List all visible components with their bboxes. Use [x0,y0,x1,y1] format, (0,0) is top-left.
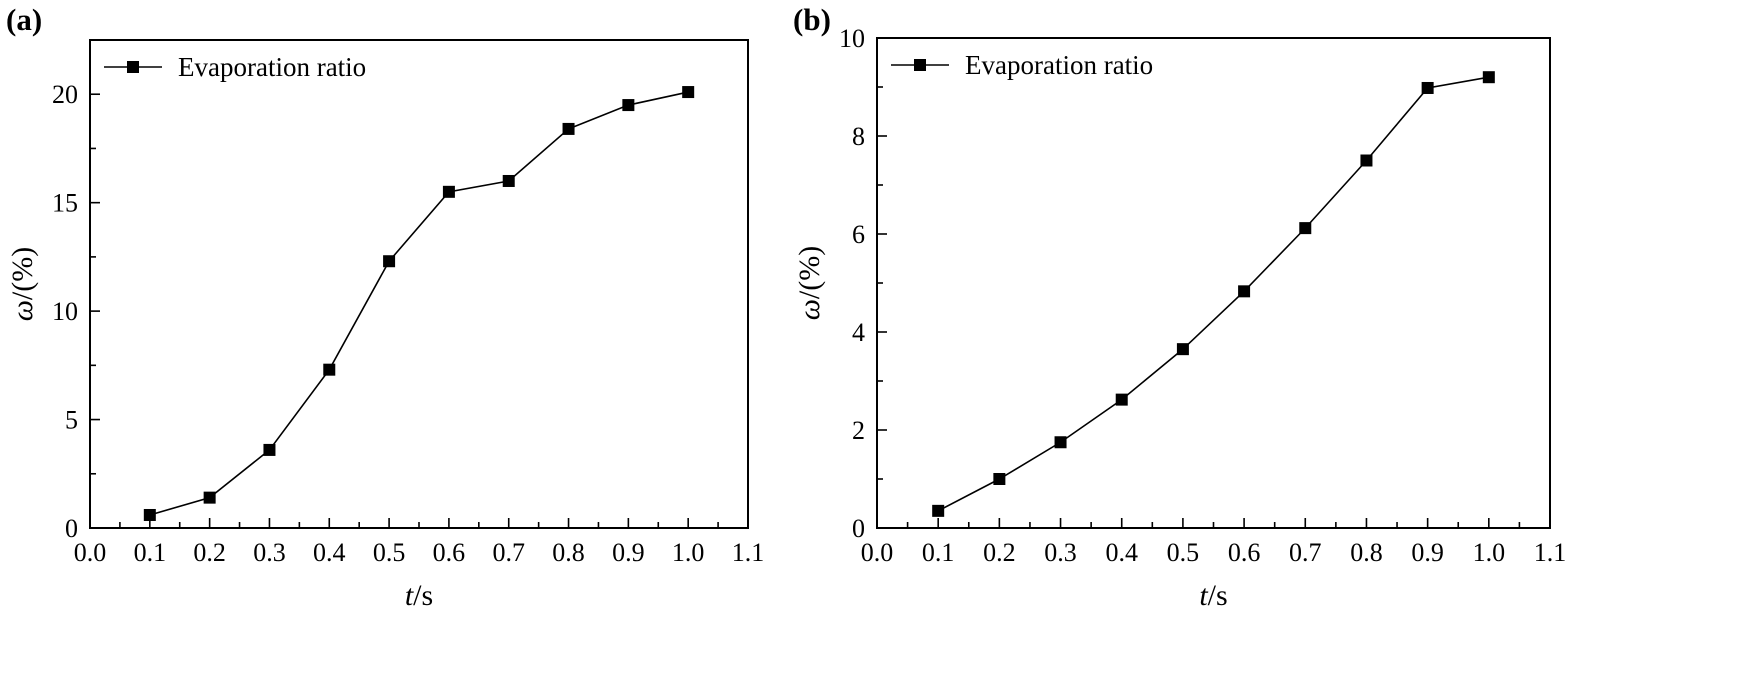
series-line [937,76,1489,512]
data-point-marker [143,508,156,521]
y-tick-label: 0 [852,514,865,543]
x-tick-label: 0.9 [1411,538,1444,567]
y-tick-label: 10 [52,297,78,326]
data-point-marker [1482,71,1495,84]
legend-label: Evaporation ratio [965,50,1153,80]
data-point-marker [1238,285,1251,298]
x-tick-label: 0.5 [1167,538,1200,567]
x-tick-label: 0.1 [134,538,167,567]
x-tick-label: 1.0 [1473,538,1506,567]
x-tick-label: 0.5 [373,538,406,567]
x-tick-label: 0.9 [612,538,645,567]
data-point-marker [622,99,635,112]
data-point-marker [1360,154,1373,167]
x-tick-label: 1.1 [732,538,765,567]
x-axis-title: t/s [1199,579,1227,612]
x-axis-title: t/s [405,579,433,612]
data-point-marker [1421,81,1434,94]
x-tick-label: 0.0 [74,538,107,567]
chart-b: 0.0 0.1 0.2 0.3 0.4 0.5 0.6 0.7 0.8 0.9 1.0 1.1 0 2 4 6… [793,2,1566,612]
x-tick-label: 1.1 [1534,538,1567,567]
data-point-marker [383,255,396,268]
data-point-marker [1299,222,1312,235]
series-line [149,91,689,516]
data-point-marker [1054,436,1067,449]
x-tick-label: 1.0 [672,538,705,567]
y-tick-label: 5 [65,406,78,435]
x-tick-label: 0.7 [1289,538,1322,567]
x-tick-label: 0.3 [1044,538,1077,567]
data-point-marker [932,504,945,517]
y-axis-title: ω/(%) [793,246,826,321]
x-tick-label: 0.3 [253,538,286,567]
y-tick-label: 2 [852,416,865,445]
data-point-marker [263,443,276,456]
plot-frame [876,37,1551,529]
x-tick-label: 0.2 [193,538,226,567]
legend-marker [914,59,926,71]
y-tick-label: 4 [852,318,865,347]
y-tick-label: 20 [52,80,78,109]
data-point-marker [323,363,336,376]
legend-marker [127,61,139,73]
x-tick-label: 0.6 [1228,538,1261,567]
data-point-marker [682,86,695,99]
data-point-marker [993,473,1006,485]
data-point-marker [502,174,515,187]
data-point-marker [1115,393,1128,406]
y-tick-label: 0 [65,514,78,543]
x-tick-label: 0.7 [492,538,525,567]
y-tick-label: 6 [852,220,865,249]
x-tick-label: 0.0 [861,538,894,567]
panel-label: (b) [793,2,831,37]
x-tick-label: 0.4 [1105,538,1138,567]
data-point-marker [442,185,455,198]
x-tick-label: 0.1 [922,538,955,567]
data-point-marker [562,122,575,135]
chart-a: 0.0 0.1 0.2 0.3 0.4 0.5 0.6 0.7 0.8 0.9 1.0 1.1 0 5 10… [6,2,764,612]
data-point-marker [203,491,216,504]
y-tick-label: 15 [52,189,78,218]
x-tick-label: 0.8 [1350,538,1383,567]
y-axis-title: ω/(%) [6,247,39,322]
y-tick-label: 8 [852,122,865,151]
legend-label: Evaporation ratio [178,52,366,82]
plot-frame [89,39,749,529]
x-tick-label: 0.8 [552,538,585,567]
x-tick-label: 0.6 [433,538,466,567]
y-tick-label: 10 [839,24,865,53]
panel-label: (a) [6,2,42,37]
data-point-marker [1176,343,1189,356]
x-tick-label: 0.2 [983,538,1016,567]
x-tick-label: 0.4 [313,538,346,567]
